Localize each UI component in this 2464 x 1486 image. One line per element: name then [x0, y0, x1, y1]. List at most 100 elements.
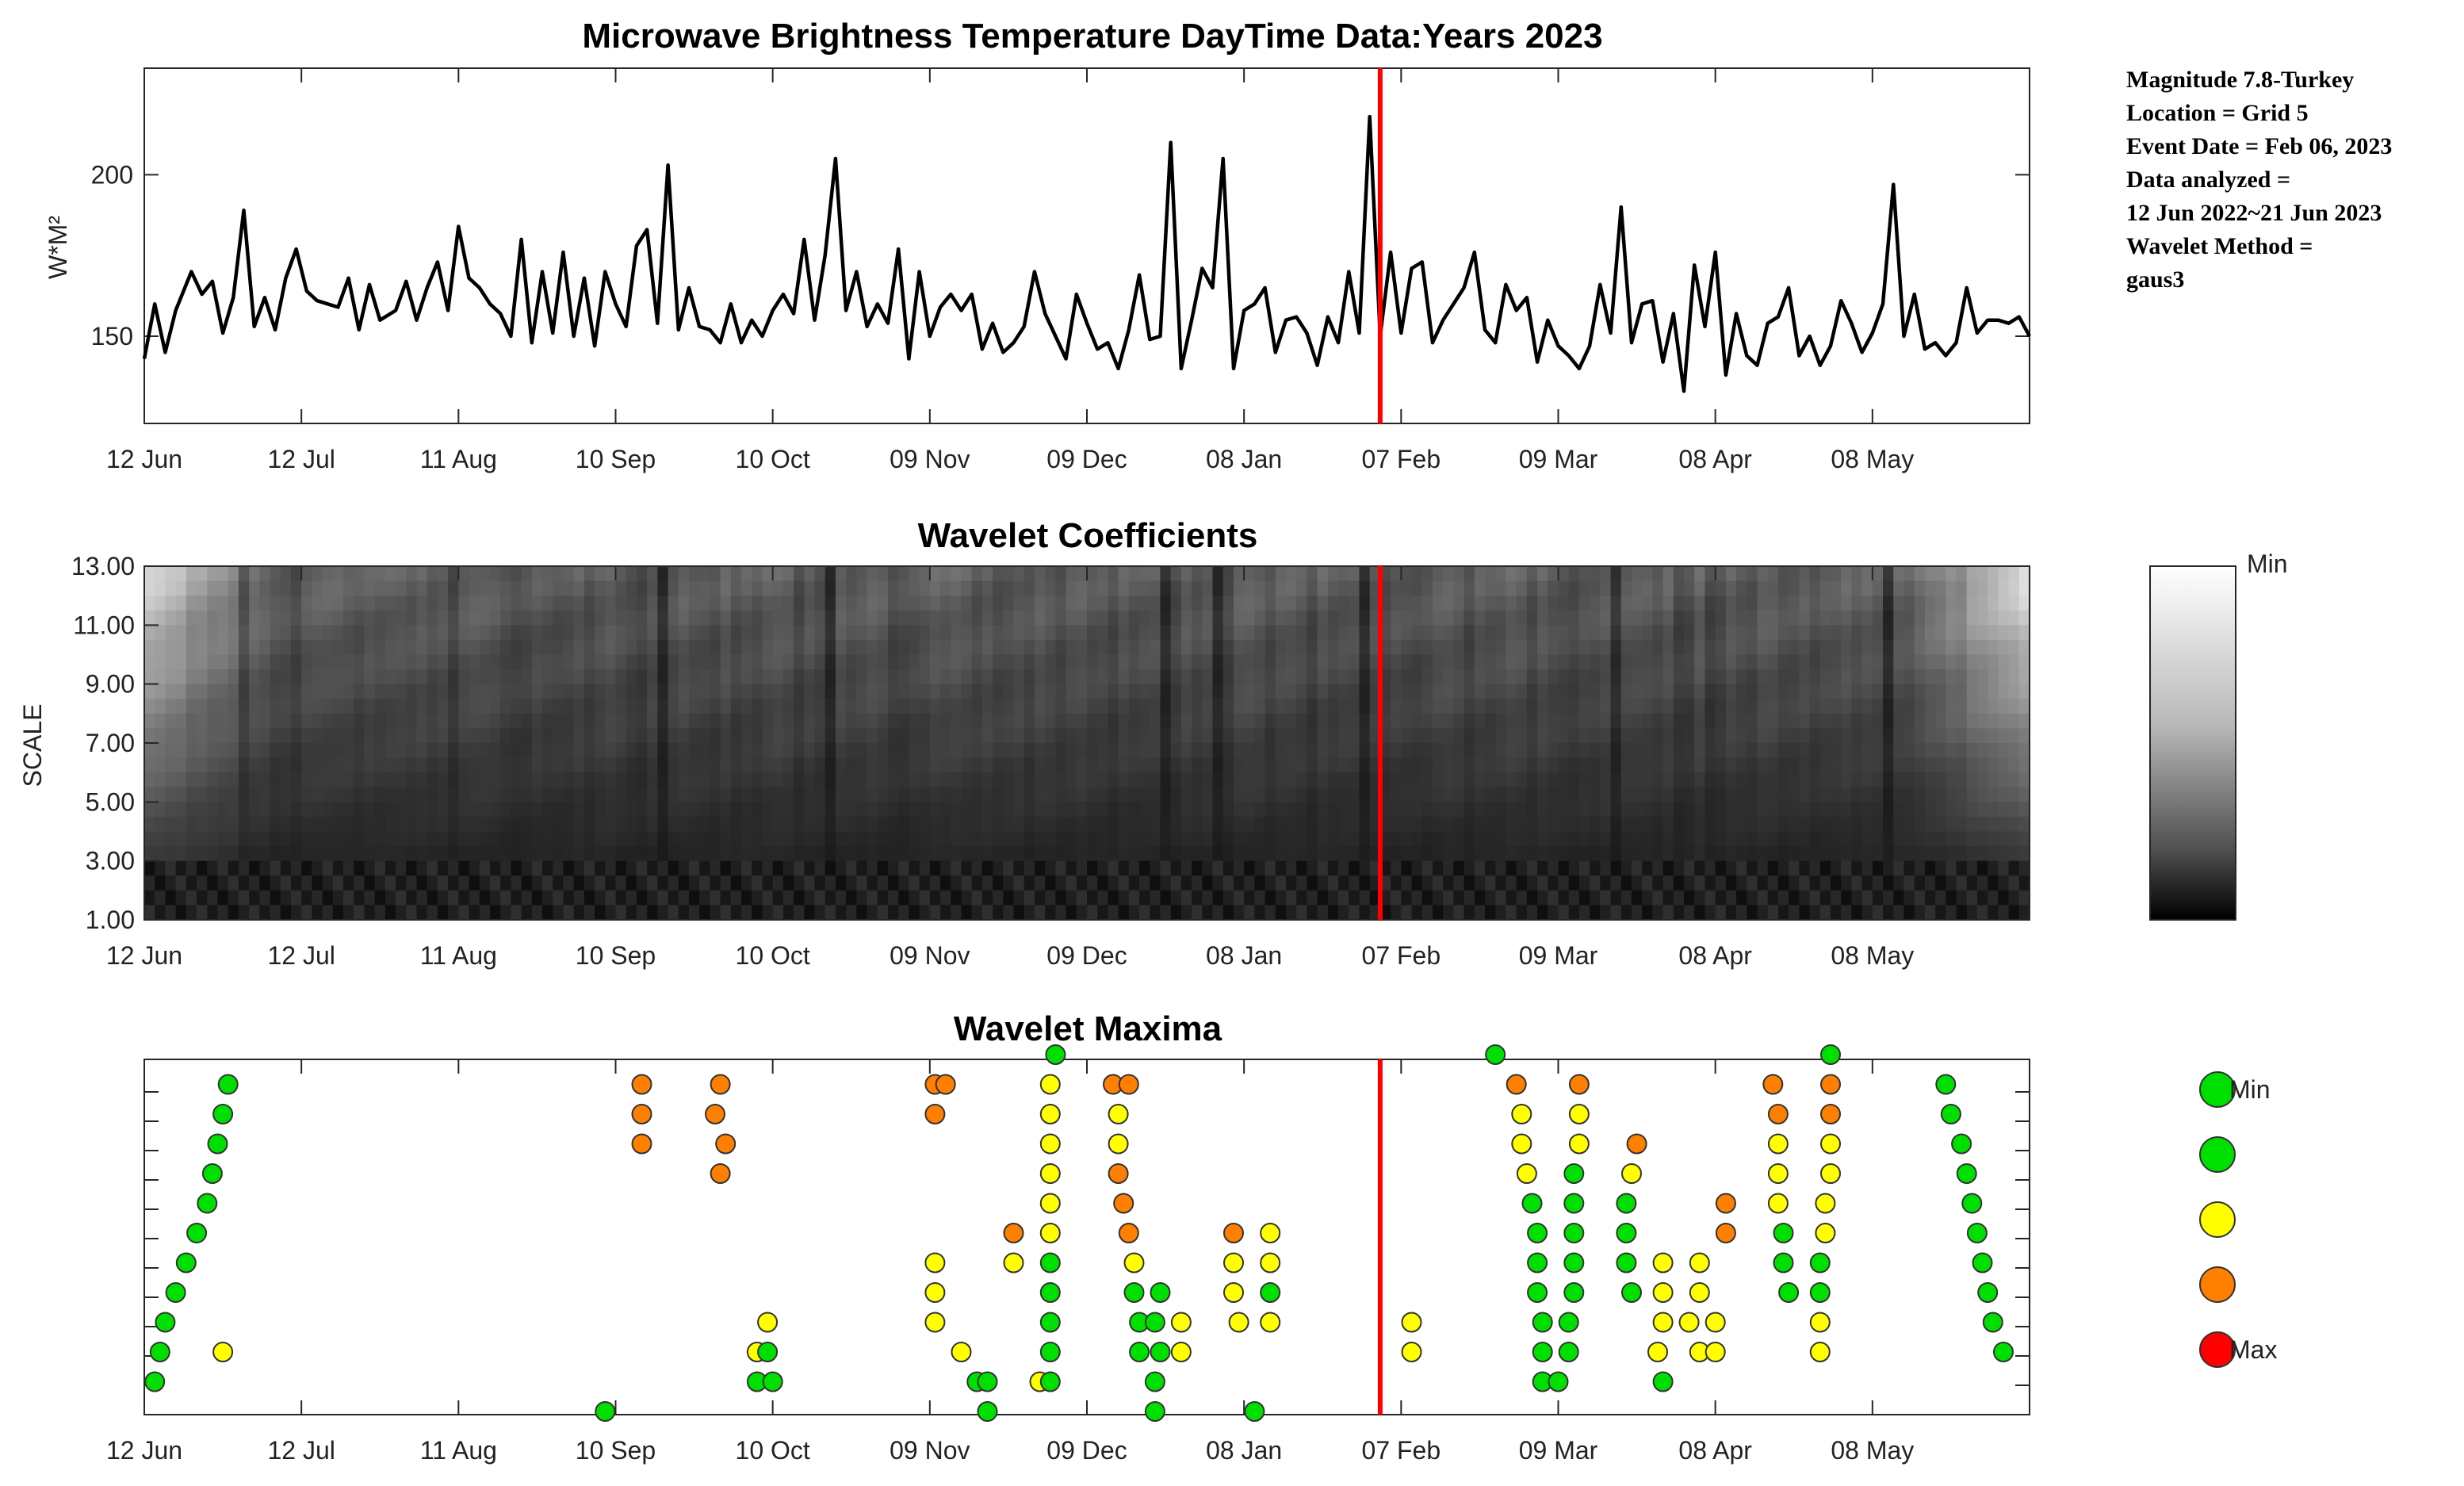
x-tick-label: 07 Feb: [1362, 445, 1441, 473]
maxima-point: [1144, 1371, 1165, 1392]
x-tick-label: 09 Dec: [1046, 941, 1127, 970]
maxima-point: [1039, 1252, 1061, 1273]
maxima-point: [1977, 1282, 1999, 1303]
x-tick-label: 08 Jan: [1206, 941, 1282, 970]
maxima-point: [1527, 1252, 1548, 1273]
maxima-point: [1935, 1074, 1957, 1095]
maxima-point: [1521, 1193, 1543, 1214]
maxima-point: [1108, 1163, 1129, 1184]
colorbar-label: Min: [2247, 550, 2288, 578]
x-tick-label: 10 Oct: [736, 1436, 810, 1465]
maxima-point: [1993, 1342, 2014, 1362]
maxima-point: [149, 1342, 170, 1362]
maxima-point: [1144, 1401, 1165, 1422]
maxima-point: [1260, 1223, 1281, 1243]
maxima-point: [1616, 1223, 1637, 1243]
maxima-point: [1506, 1074, 1527, 1095]
maxima-point: [1039, 1104, 1061, 1124]
maxima-point: [1652, 1252, 1674, 1273]
maxima-point: [1223, 1223, 1244, 1243]
maxima-point: [935, 1074, 956, 1095]
scale-tick-label: 1.00: [86, 906, 135, 934]
coefficients-chart-title: Wavelet Coefficients: [918, 516, 1258, 555]
maxima-point: [1767, 1193, 1789, 1214]
info-method-label: Wavelet Method =: [2126, 233, 2313, 259]
maxima-point: [1108, 1133, 1129, 1155]
maxima-point: [1647, 1342, 1668, 1362]
maxima-point: [1150, 1342, 1171, 1362]
x-tick-label: 08 Apr: [1678, 1436, 1752, 1465]
maxima-point: [924, 1282, 946, 1303]
x-tick-label: 09 Nov: [890, 941, 970, 970]
maxima-point: [175, 1252, 197, 1273]
x-tick-label: 10 Sep: [576, 1436, 656, 1465]
maxima-point: [1228, 1312, 1249, 1333]
maxima-point: [1558, 1342, 1579, 1362]
x-tick-label: 09 Dec: [1046, 1436, 1127, 1465]
maxima-point: [1260, 1312, 1281, 1333]
temperature-series-line: [142, 114, 2031, 393]
maxima-point: [1767, 1104, 1789, 1124]
maxima-point: [924, 1252, 946, 1273]
maxima-point: [1972, 1252, 1993, 1273]
maxima-point: [1961, 1193, 1983, 1214]
maxima-point: [1527, 1282, 1548, 1303]
x-tick-label: 12 Jul: [267, 445, 335, 473]
x-tick-label: 09 Dec: [1046, 445, 1127, 473]
info-method-value: gaus3: [2126, 266, 2185, 293]
maxima-point: [710, 1163, 731, 1184]
maxima-point: [977, 1401, 998, 1422]
maxima-point: [1616, 1252, 1637, 1273]
info-data-analyzed-label: Data analyzed =: [2126, 167, 2291, 193]
maxima-point: [1260, 1252, 1281, 1273]
maxima-point: [1652, 1371, 1674, 1392]
event-info-panel: Magnitude 7.8-Turkey Location = Grid 5 E…: [2126, 63, 2459, 297]
x-tick-label: 08 Apr: [1678, 445, 1752, 473]
maxima-point: [1244, 1401, 1265, 1422]
legend-marker: [2199, 1136, 2236, 1173]
maxima-point: [1705, 1342, 1726, 1362]
maxima-point: [1039, 1133, 1061, 1155]
x-tick-label: 11 Aug: [420, 445, 497, 473]
maxima-point: [197, 1193, 218, 1214]
maxima-point: [1820, 1104, 1841, 1124]
info-event-date: Event Date = Feb 06, 2023: [2126, 133, 2393, 159]
maxima-point: [1568, 1133, 1590, 1155]
x-tick-label: 10 Sep: [576, 445, 656, 473]
maxima-point: [1563, 1223, 1585, 1243]
x-tick-label: 09 Mar: [1519, 941, 1598, 970]
scale-tick-label: 7.00: [86, 729, 135, 757]
maxima-point: [705, 1104, 725, 1124]
maxima-point: [1820, 1133, 1841, 1155]
maxima-point: [212, 1342, 234, 1362]
info-magnitude: Magnitude 7.8-Turkey: [2126, 67, 2355, 93]
maxima-point: [1039, 1223, 1061, 1243]
maxima-point: [1820, 1044, 1841, 1065]
maxima-point: [1820, 1074, 1841, 1095]
maxima-point: [1767, 1133, 1789, 1155]
x-tick-label: 08 May: [1831, 941, 1914, 970]
maxima-point: [201, 1163, 223, 1184]
temperature-plot: 12 Jun 12 Jul 11 Aug 10 Sep 10 Oct 09 Nov 09 D…: [91, 67, 2031, 473]
y-tick-label: 200: [91, 160, 133, 189]
maxima-point: [1563, 1193, 1585, 1214]
maxima-chart-title: Wavelet Maxima: [954, 1009, 1222, 1048]
info-data-range: 12 Jun 2022~21 Jun 2023: [2126, 200, 2382, 226]
maxima-point: [1652, 1282, 1674, 1303]
maxima-point: [1982, 1312, 2003, 1333]
temperature-plot-frame: [143, 67, 2030, 424]
maxima-point: [1558, 1312, 1579, 1333]
maxima-point: [155, 1312, 176, 1333]
x-tick-label: 12 Jul: [267, 941, 335, 970]
maxima-point: [1532, 1342, 1553, 1362]
maxima-point: [1809, 1342, 1831, 1362]
maxima-point: [1705, 1312, 1726, 1333]
maxima-point: [1966, 1223, 1988, 1243]
x-tick-label: 12 Jun: [106, 445, 182, 473]
maxima-point: [186, 1223, 208, 1243]
maxima-point: [1223, 1282, 1244, 1303]
maxima-legend: Min Max: [2199, 1071, 2277, 1368]
maxima-point: [1039, 1282, 1061, 1303]
maxima-point: [1809, 1252, 1831, 1273]
maxima-point: [1485, 1044, 1506, 1065]
